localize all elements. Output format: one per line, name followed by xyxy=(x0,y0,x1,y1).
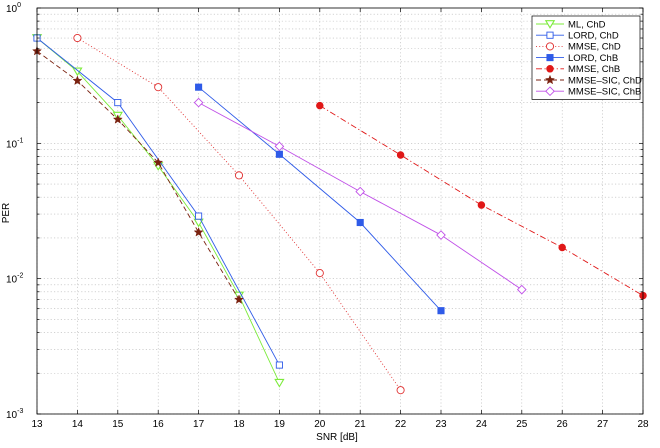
series-lord-chb xyxy=(195,83,445,315)
x-tick-label: 23 xyxy=(435,419,447,430)
data-point xyxy=(436,230,446,240)
y-tick-label: 10-1 xyxy=(6,137,23,150)
data-point xyxy=(437,307,445,315)
legend-item: ML, ChD xyxy=(536,19,606,30)
x-tick-label: 24 xyxy=(476,419,488,430)
x-tick-label: 19 xyxy=(274,419,286,430)
legend-label: MMSE–SIC, ChD xyxy=(568,75,642,86)
data-point xyxy=(195,83,203,91)
data-point xyxy=(72,75,83,86)
data-point xyxy=(233,294,245,304)
y-tick-label: 10-2 xyxy=(6,273,23,286)
legend-item: LORD, ChB xyxy=(536,53,618,64)
x-tick-label: 26 xyxy=(557,419,569,430)
grid-lines xyxy=(36,8,644,415)
data-point xyxy=(355,186,366,197)
legend-marker xyxy=(544,74,556,85)
x-tick-label: 16 xyxy=(153,419,165,430)
legend-marker xyxy=(546,54,554,62)
x-tick-label: 20 xyxy=(314,419,326,430)
data-point xyxy=(558,243,566,252)
data-point xyxy=(195,212,203,220)
x-tick-label: 22 xyxy=(395,419,407,430)
y-tick-label: 100 xyxy=(6,2,21,15)
legend-label: MMSE, ChB xyxy=(568,64,620,75)
legend-label: MMSE–SIC, ChB xyxy=(568,87,641,98)
x-tick-label: 13 xyxy=(31,419,43,430)
legend-item: MMSE, ChD xyxy=(536,42,621,53)
data-point xyxy=(193,218,204,228)
legend-marker xyxy=(545,42,555,51)
series-mmse-chb xyxy=(316,101,647,300)
x-tick-label: 15 xyxy=(112,419,124,430)
data-point xyxy=(154,83,163,92)
x-tick-label: 25 xyxy=(516,419,528,430)
data-point xyxy=(315,269,324,278)
plot-frame xyxy=(36,7,644,415)
x-axis-label: SNR [dB] xyxy=(316,432,358,443)
data-point xyxy=(193,97,204,108)
legend-item: LORD, ChD xyxy=(536,31,619,42)
legend-label: LORD, ChB xyxy=(568,53,618,64)
x-tick-label: 21 xyxy=(355,419,367,430)
legend-item: MMSE–SIC, ChB xyxy=(536,86,641,98)
series-mmse-chd xyxy=(73,33,405,395)
series-mmse-sic-chb xyxy=(193,97,527,295)
x-tick-label: 17 xyxy=(193,419,205,430)
legend-label: MMSE, ChD xyxy=(568,42,621,53)
legend-marker xyxy=(544,20,556,29)
legend-marker xyxy=(546,31,554,39)
y-tick-label: 10-3 xyxy=(6,408,23,421)
legend-marker xyxy=(545,86,555,97)
x-tick-label: 14 xyxy=(72,419,84,430)
series-line xyxy=(319,105,644,296)
data-point xyxy=(516,284,527,295)
data-point xyxy=(396,386,405,395)
x-tick-label: 28 xyxy=(637,419,649,430)
axes-box xyxy=(36,7,644,415)
data-point xyxy=(275,361,283,369)
data-point xyxy=(275,150,283,158)
legend-item: MMSE, ChB xyxy=(536,64,620,75)
data-point xyxy=(112,114,123,124)
series-layer xyxy=(31,33,647,395)
x-tick-label: 27 xyxy=(597,419,609,430)
data-point xyxy=(193,227,204,237)
data-point xyxy=(274,141,285,152)
data-point xyxy=(356,218,364,227)
data-point xyxy=(396,151,405,159)
data-point xyxy=(73,33,82,43)
data-point xyxy=(477,201,486,209)
legend-label: ML, ChD xyxy=(568,19,606,30)
series-line xyxy=(198,86,442,311)
data-point xyxy=(114,99,122,107)
series-mmse-sic-chd xyxy=(31,45,245,304)
data-point xyxy=(234,171,244,180)
tick-labels: 13 14 15 16 17 18 19 20 21 22 23 24 25 26 27 28 10-3 10-2… xyxy=(6,2,649,430)
legend-marker xyxy=(546,65,554,73)
y-axis-label: PER xyxy=(1,203,12,224)
data-point xyxy=(274,378,285,388)
series-line xyxy=(36,50,240,300)
x-tick-label: 18 xyxy=(233,419,245,430)
legend-item: MMSE–SIC, ChD xyxy=(536,74,642,86)
legend-label: LORD, ChD xyxy=(568,31,619,42)
data-point xyxy=(316,101,324,110)
data-point xyxy=(153,157,164,167)
